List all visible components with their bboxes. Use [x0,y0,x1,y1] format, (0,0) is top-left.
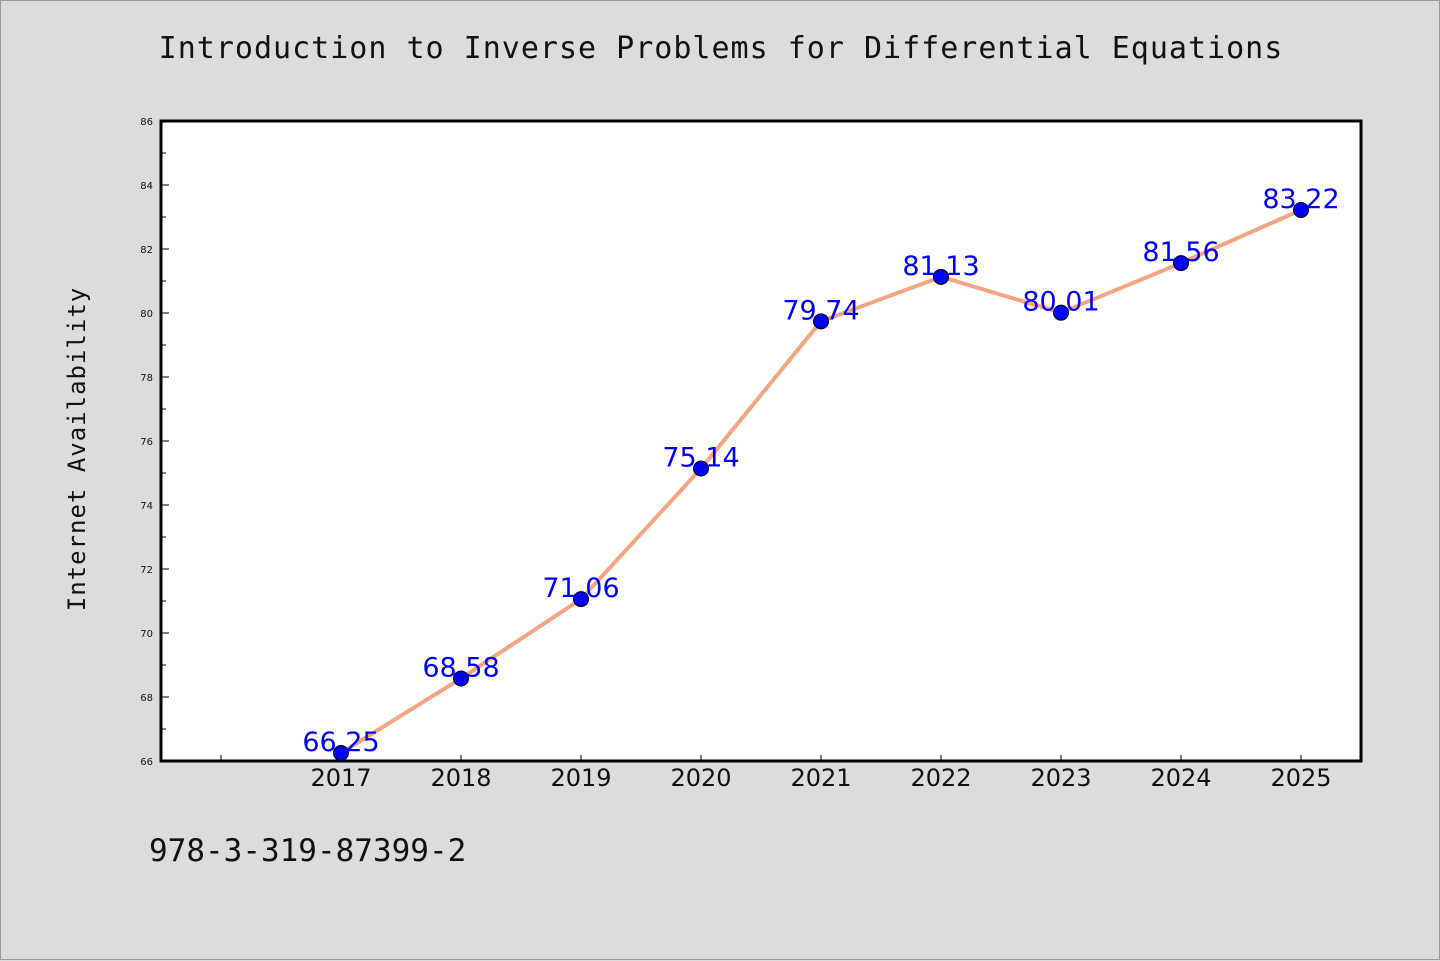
x-tick-label: 2021 [790,764,851,792]
x-tick-label: 2019 [550,764,611,792]
y-tick-label: 74 [140,501,153,512]
x-tick-label: 2024 [1150,764,1211,792]
data-label: 80.01 [1022,287,1099,318]
data-label: 71.06 [542,573,619,604]
y-tick-label: 68 [140,693,153,704]
data-label: 83.22 [1262,184,1339,215]
y-tick-label: 86 [140,117,153,128]
data-point [1053,304,1069,321]
data-point [1293,201,1309,218]
y-axis: 66 68 70 72 74 76 78 80 82 84 86 [140,117,169,768]
y-tick-label: 78 [140,373,153,384]
data-point [693,460,709,477]
series-layer: 66.25 68.58 71.06 75.14 79.74 81.13 80.01 81.56… [302,184,1340,761]
data-point [933,268,949,285]
data-point [813,313,829,330]
data-label: 66.25 [302,727,379,758]
y-tick-label: 76 [140,437,153,448]
data-label: 79.74 [782,295,859,326]
data-point [1173,255,1189,272]
y-axis-label: Internet Availability [63,287,91,611]
x-tick-label: 2022 [910,764,971,792]
x-tick-label: 2023 [1030,764,1091,792]
data-point [453,670,469,687]
x-tick-label: 2025 [1270,764,1331,792]
data-point [573,591,589,608]
data-label: 68.58 [422,652,499,683]
y-tick-label: 80 [140,309,153,320]
x-tick-label: 2018 [430,764,491,792]
y-tick-label: 70 [140,629,153,640]
data-label: 81.56 [1142,237,1219,268]
y-tick-label: 84 [140,181,153,192]
x-tick-label: 2020 [670,764,731,792]
data-label: 75.14 [662,443,739,474]
x-tick-label: 2017 [310,764,371,792]
plot-area [159,119,1363,763]
y-tick-label: 66 [140,757,153,768]
x-axis: 2017 2018 2019 2020 2021 2022 2023 2024 2025 [220,755,1332,792]
isbn-text: 978-3-319-87399-2 [149,833,467,869]
data-point [333,745,349,761]
data-label: 81.13 [902,251,979,282]
chart-title: Introduction to Inverse Problems for Dif… [158,31,1284,66]
y-tick-label: 72 [140,565,153,576]
y-tick-label: 82 [140,245,153,256]
